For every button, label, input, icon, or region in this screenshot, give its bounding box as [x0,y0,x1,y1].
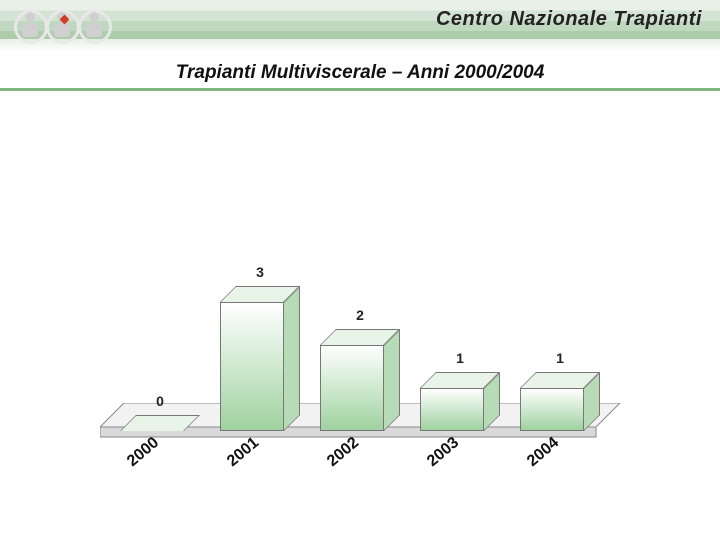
bar-side [384,329,400,431]
accent-line [0,88,720,91]
logo [12,4,122,48]
bar-chart: 0 3 2 1 1 20002001200220032004 [100,201,620,491]
bar-value-label: 3 [220,264,300,280]
bar-front [520,388,584,431]
chart-x-labels: 20002001200220032004 [100,441,620,491]
logo-person-icon [22,12,38,40]
bar-value-label: 0 [120,393,200,409]
bar-top [120,415,200,431]
bar-value-label: 1 [520,350,600,366]
bar-side [284,286,300,431]
bar-front [320,345,384,431]
org-title: Centro Nazionale Trapianti [436,8,702,31]
page-subtitle: Trapianti Multiviscerale – Anni 2000/200… [0,52,720,88]
bar-front [420,388,484,431]
chart-bars: 0 3 2 1 1 [100,231,620,431]
header-band: Centro Nazionale Trapianti [0,0,720,52]
bar-value-label: 2 [320,307,400,323]
logo-person-icon [86,12,102,40]
bar-value-label: 1 [420,350,500,366]
bar-front [220,302,284,431]
